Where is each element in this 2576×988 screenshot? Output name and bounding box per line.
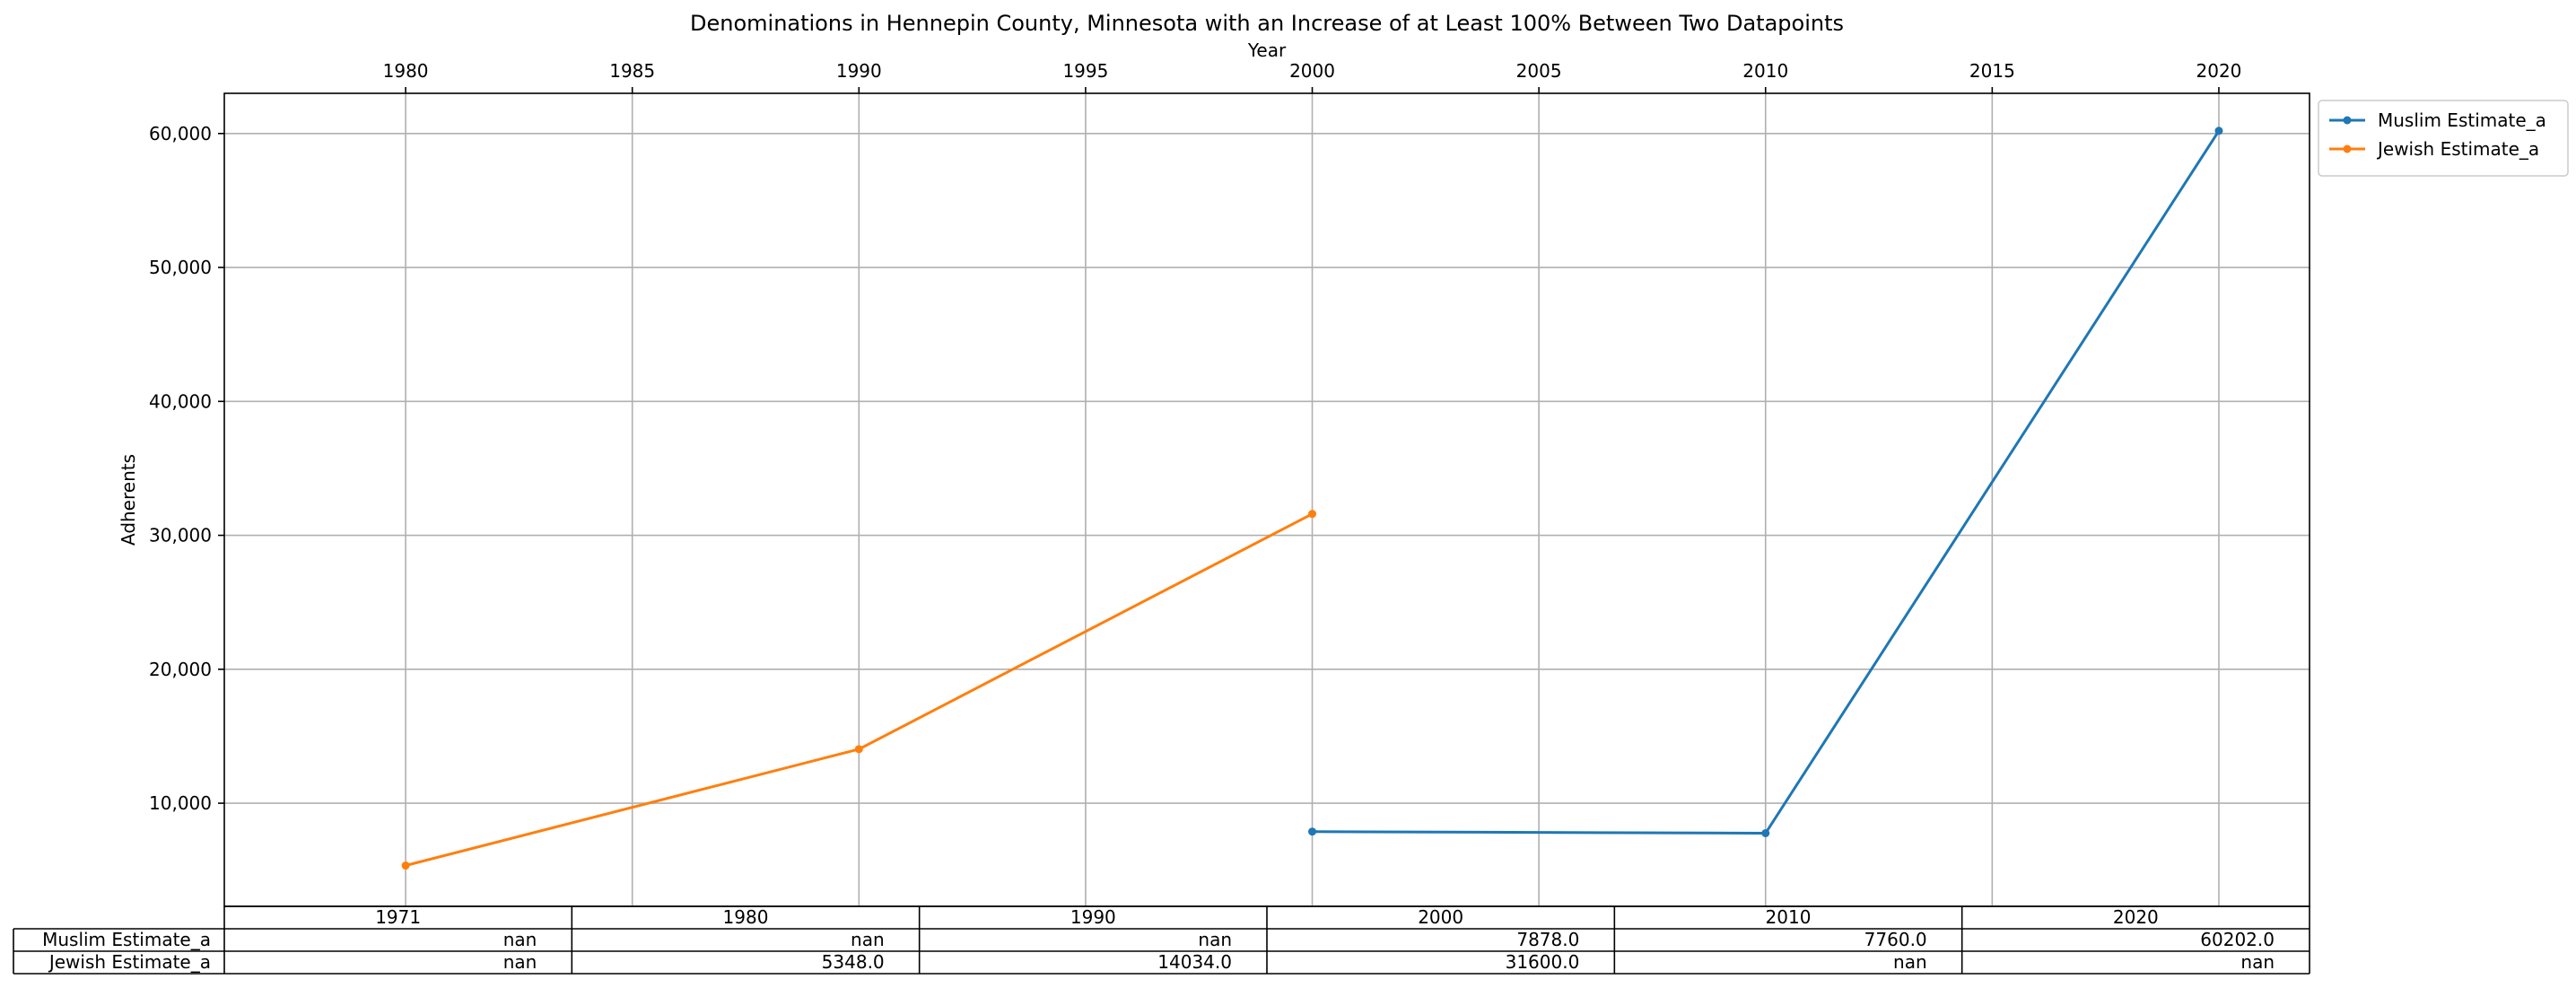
chart-title: Denominations in Hennepin County, Minnes… <box>690 11 1844 36</box>
data-point <box>1761 829 1770 838</box>
x-tick-label: 2005 <box>1516 60 1562 82</box>
data-point <box>2214 127 2223 136</box>
series-1 <box>401 510 1317 870</box>
legend: Muslim Estimate_a Jewish Estimate_a <box>2318 100 2569 177</box>
table-cell: nan <box>2240 951 2275 973</box>
ticks: 1980 1985 1990 1995 2000 2005 2010 2015 2020 10,0… <box>149 60 2241 814</box>
table-column-header: 1990 <box>1070 906 1116 928</box>
data-point <box>401 861 410 870</box>
table-cell: 31600.0 <box>1506 951 1580 973</box>
x-axis-label: Year <box>1247 39 1287 61</box>
x-tick-label: 1985 <box>609 60 655 82</box>
x-tick-label: 1980 <box>383 60 429 82</box>
table-cell: nan <box>1893 951 1927 973</box>
grid <box>224 93 2310 906</box>
plot-frame <box>223 92 2310 907</box>
x-tick-label: 2020 <box>2196 60 2242 82</box>
series-0 <box>1308 127 2223 838</box>
table-row-label: Muslim Estimate_a <box>42 929 211 950</box>
x-tick-label: 1995 <box>1062 60 1108 82</box>
table-column-header: 2020 <box>2113 906 2159 928</box>
table-column-header: 2000 <box>1418 906 1463 928</box>
data-point <box>1308 827 1317 836</box>
data-point <box>854 745 863 754</box>
legend-label: Muslim Estimate_a <box>2378 109 2546 131</box>
table-column-header: 1971 <box>375 906 421 928</box>
table-row-label: Jewish Estimate_a <box>48 951 211 973</box>
legend-label: Jewish Estimate_a <box>2376 138 2539 160</box>
y-tick-label: 40,000 <box>149 390 212 412</box>
table-cell: 14034.0 <box>1157 951 1232 973</box>
y-tick-label: 30,000 <box>149 525 212 546</box>
data-table: 1971 1980 1990 2000 2010 2020 Muslim Estimate_… <box>13 905 2310 975</box>
data-point <box>1308 510 1317 519</box>
table-column-header: 1980 <box>723 906 769 928</box>
table-cell: nan <box>503 951 537 973</box>
table-cell: nan <box>1198 929 1232 950</box>
y-tick-label: 20,000 <box>149 659 212 680</box>
x-tick-label: 2010 <box>1742 60 1788 82</box>
y-tick-label: 50,000 <box>149 257 212 278</box>
table-cell: 60202.0 <box>2200 929 2275 950</box>
x-tick-label: 1990 <box>836 60 882 82</box>
legend-box <box>2318 100 2569 177</box>
table-cell: 7878.0 <box>1516 929 1579 950</box>
x-tick-label: 2015 <box>1969 60 2015 82</box>
y-axis-label: Adherents <box>118 454 139 546</box>
legend-swatch-point <box>2343 116 2352 125</box>
table-cell: nan <box>851 929 885 950</box>
y-tick-label: 10,000 <box>149 792 212 814</box>
table-cell: 5348.0 <box>822 951 885 973</box>
series <box>401 127 2223 870</box>
table-cell: 7760.0 <box>1864 929 1927 950</box>
legend-swatch-point <box>2343 144 2352 153</box>
table-column-header: 2010 <box>1766 906 1812 928</box>
x-tick-label: 2000 <box>1289 60 1335 82</box>
table-cell: nan <box>503 929 537 950</box>
y-tick-label: 60,000 <box>149 123 212 144</box>
